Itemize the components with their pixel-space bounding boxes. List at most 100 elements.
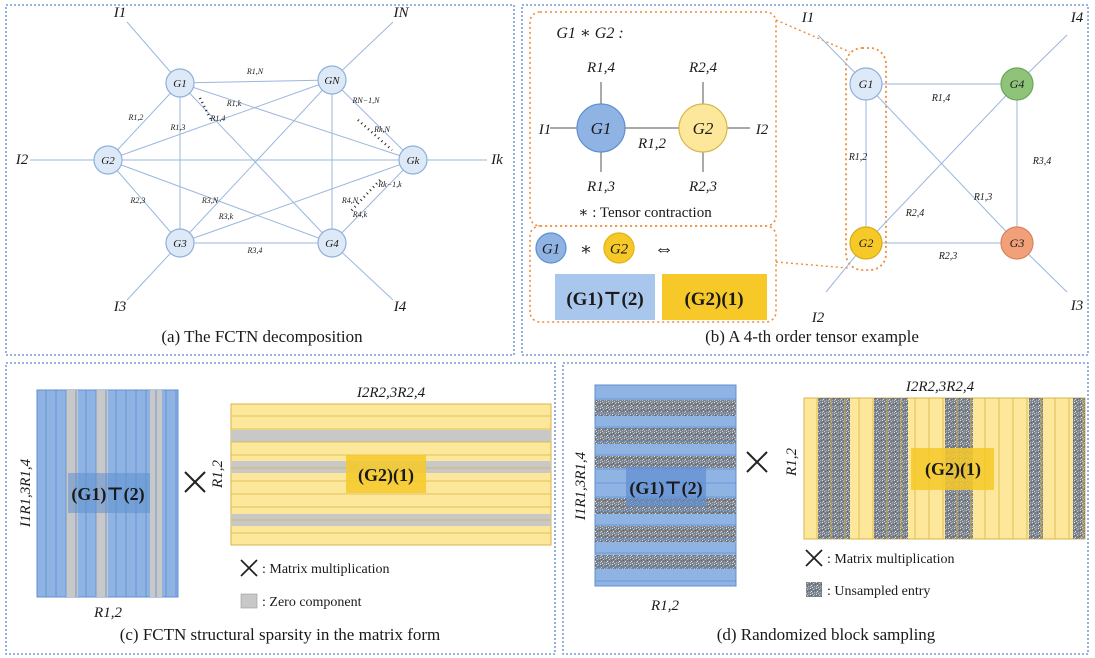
left-mat-label-bg bbox=[626, 467, 706, 507]
unsampled-row-0 bbox=[595, 400, 736, 416]
edge-g2-g4 bbox=[865, 83, 1018, 244]
legend-zero: : Zero component bbox=[262, 595, 362, 610]
node-gN-label: GN bbox=[324, 75, 340, 87]
edge-label-r3k: R3,k bbox=[218, 212, 234, 221]
panel-b-border bbox=[521, 4, 1089, 356]
edge-label-r23: R2,3 bbox=[938, 251, 958, 262]
panel-c-caption: (c) FCTN structural sparsity in the matr… bbox=[120, 625, 441, 644]
index-i2: I2 bbox=[811, 310, 825, 326]
eq-mat1-bg bbox=[555, 274, 655, 320]
index-iN: IN bbox=[393, 5, 410, 21]
edge-label-r13: R1,3 bbox=[170, 123, 186, 132]
mult-sign-b bbox=[746, 451, 768, 473]
right-mat-label: (G2)(1) bbox=[358, 465, 414, 486]
unsampled-row-4 bbox=[595, 526, 736, 542]
connector-bottom bbox=[775, 261, 849, 269]
edge-label-r34: R3,4 bbox=[1032, 156, 1052, 167]
small-label-r13: R1,3 bbox=[586, 179, 615, 195]
small-node-g2-label: G2 bbox=[693, 119, 714, 138]
node-g4-label: G4 bbox=[325, 238, 339, 250]
node-g3-label: G3 bbox=[173, 238, 187, 250]
edge-g2-g4 bbox=[107, 159, 333, 244]
panel-d-caption: (d) Randomized block sampling bbox=[717, 625, 936, 644]
right-xlabel: I2R2,3R2,4 bbox=[905, 379, 975, 395]
dots-gk-top bbox=[357, 119, 393, 151]
right-xlabel: I2R2,3R2,4 bbox=[356, 385, 426, 401]
eq-node-g1-label: G1 bbox=[542, 241, 560, 257]
node-g2 bbox=[93, 145, 123, 175]
legend-mult: : Matrix multiplication bbox=[827, 552, 955, 567]
edge-label-r4N: R4,N bbox=[341, 196, 359, 205]
edge-g1-gk bbox=[179, 82, 414, 161]
eq-mat2-bg bbox=[662, 274, 767, 320]
unsampled-col-3 bbox=[1029, 398, 1043, 539]
index-i2: I2 bbox=[15, 152, 29, 168]
edge-label-rkN: Rk,N bbox=[373, 125, 390, 134]
edge-label-r14: R1,4 bbox=[210, 114, 226, 123]
edge-label-rk1k: Rk−1,k bbox=[377, 180, 402, 189]
panel-a-caption: (a) The FCTN decomposition bbox=[161, 327, 363, 346]
left-mat-label: (G1)⊤(2) bbox=[71, 484, 144, 505]
node-g4 bbox=[1000, 67, 1034, 101]
index-i4: I4 bbox=[1070, 10, 1084, 26]
edge-label-rN1N: RN−1,N bbox=[352, 96, 381, 105]
eq-mat1: (G1)⊤(2) bbox=[566, 289, 643, 310]
edge-label-r14: R1,4 bbox=[931, 93, 951, 104]
edge-label-r34: R3,4 bbox=[247, 246, 263, 255]
index-i1: I1 bbox=[801, 10, 815, 26]
panel-a-border bbox=[5, 4, 515, 356]
zero-row-0 bbox=[231, 430, 551, 442]
unsampled-row-2 bbox=[595, 456, 736, 468]
index-i3: I3 bbox=[1070, 298, 1084, 314]
node-g1-label: G1 bbox=[173, 78, 186, 90]
eq-mat2: (G2)(1) bbox=[684, 289, 743, 310]
edge-g1-g2 bbox=[107, 82, 181, 161]
node-g3 bbox=[165, 228, 195, 258]
edge-gk-g4 bbox=[331, 159, 414, 244]
legend-mult: : Matrix multiplication bbox=[262, 562, 390, 577]
small-label-r12: R1,2 bbox=[637, 136, 666, 152]
edge-gk-g3 bbox=[179, 159, 414, 244]
small-node-g2 bbox=[678, 103, 728, 153]
dots-gk-bot bbox=[349, 179, 381, 213]
eq-node-g2 bbox=[603, 232, 635, 264]
small-node-g1-label: G1 bbox=[591, 119, 612, 138]
unsampled-col-4 bbox=[1073, 398, 1085, 539]
left-ylabel: I1R1,3R1,4 bbox=[573, 451, 589, 521]
right-mat-label-bg bbox=[911, 448, 994, 490]
edge-g1-gN bbox=[179, 79, 333, 84]
small-label-i2: I2 bbox=[755, 122, 769, 138]
legend-mult-b bbox=[240, 559, 258, 577]
small-node-g1 bbox=[576, 103, 626, 153]
node-g3 bbox=[1000, 226, 1034, 260]
highlight-box bbox=[845, 47, 887, 271]
node-g1 bbox=[849, 67, 883, 101]
contraction-legend: ∗ : Tensor contraction bbox=[578, 205, 712, 221]
index-i1: I1 bbox=[113, 5, 127, 21]
unsampled-row-1 bbox=[595, 428, 736, 444]
panel-borders bbox=[5, 4, 1089, 655]
right-mat-label-bg bbox=[346, 455, 426, 493]
panel-a: I1 IN I2 Ik I3 I4 R1,N R1,2 R1,3 R1,kR1,4 RN−1,N Rk… bbox=[15, 5, 503, 315]
left-xlabel: R1,2 bbox=[93, 605, 122, 621]
index-i3: I3 bbox=[113, 299, 127, 315]
contraction-title: G1 ∗ G2 : bbox=[556, 25, 623, 42]
legend-unsampled: : Unsampled entry bbox=[827, 584, 930, 599]
edge-label-r3N: R3,N bbox=[201, 196, 219, 205]
small-label-r14: R1,4 bbox=[586, 60, 615, 76]
small-label-r23: R2,3 bbox=[688, 179, 717, 195]
small-label-i1: I1 bbox=[538, 122, 552, 138]
panel-b: G1 ∗ G2 : G1 G2 R1,4 R2,4 I1 I2 R1,2 R1,3 R2,3 ∗ :… bbox=[529, 10, 1084, 326]
node-g2-label: G2 bbox=[101, 155, 115, 167]
panel-d: (G1)⊤(2) R1,2 I1R1,3R1,4 (G2)(1) I2R2,3R2,4 R… bbox=[573, 379, 1086, 614]
eq-node-g2-label: G2 bbox=[610, 241, 629, 257]
edge-label-r13: R1,3 bbox=[973, 192, 993, 203]
node-gN bbox=[317, 65, 347, 95]
legend-mult-b bbox=[805, 549, 823, 567]
node-g4 bbox=[317, 228, 347, 258]
mult-sign-b bbox=[184, 471, 206, 493]
edge-label-r23: R2,3 bbox=[130, 196, 146, 205]
left-ylabel: I1R1,3R1,4 bbox=[18, 458, 34, 528]
panel-c: (G1)⊤(2) R1,2 I1R1,3R1,4 (G2)(1) I2R2,3R2,4 R… bbox=[18, 385, 552, 621]
